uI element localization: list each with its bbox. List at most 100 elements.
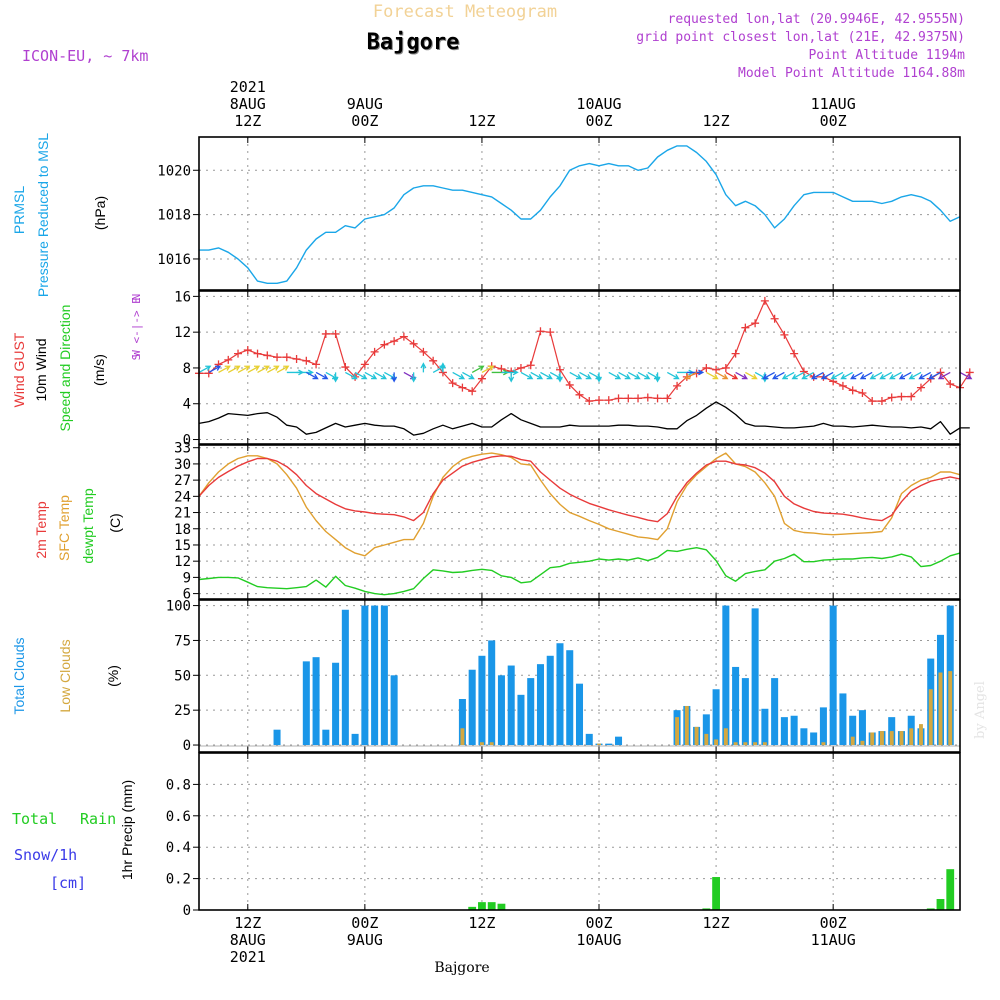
total-cloud-bar — [566, 650, 574, 746]
wind-direction-arrow — [771, 371, 785, 380]
gust-marker — [536, 327, 545, 336]
wind-direction-arrow — [276, 365, 290, 373]
total-cloud-bar — [849, 715, 857, 746]
sfc-temp-line — [198, 452, 961, 557]
total-cloud-bar — [810, 732, 818, 746]
prmsl-line — [199, 145, 961, 284]
temp-label-sfc: SFC Temp — [56, 495, 72, 561]
wind-direction-arrow — [627, 371, 641, 380]
gust-marker — [721, 363, 730, 372]
wind-label-gust: Wind GUST — [11, 332, 27, 407]
precip-label-snow: Snow/1h — [14, 846, 77, 864]
precip-ytick-label: 0.2 — [166, 872, 191, 888]
wind-direction-arrow — [811, 371, 824, 380]
wind-direction-arrow — [266, 365, 280, 373]
total-cloud-bar — [361, 605, 369, 746]
wind-direction-arrow — [850, 371, 863, 380]
gust-marker — [419, 347, 428, 356]
wind-direction-arrow — [237, 365, 251, 373]
temperature-ytick-label: 9 — [183, 570, 191, 586]
total-cloud-bar — [780, 717, 788, 746]
gust-marker — [497, 364, 506, 373]
precip-frame — [198, 752, 961, 911]
gust-marker — [546, 328, 555, 337]
wind-direction-arrow — [781, 371, 795, 380]
top_ticks-tick-label: 10AUG — [576, 95, 621, 113]
gust-marker — [790, 349, 799, 358]
low-cloud-bar — [597, 743, 601, 746]
wind-direction-arrow — [374, 371, 388, 380]
gust-marker — [916, 383, 925, 392]
wind-direction-arrow — [354, 371, 368, 380]
compass-s: S — [130, 354, 143, 361]
wind-direction-arrow — [608, 371, 622, 380]
bottom_ticks-tick-label: 8AUG — [230, 931, 266, 949]
wind-direction-arrow — [735, 371, 748, 380]
low-cloud-bar — [762, 742, 767, 746]
wind-direction-arrow — [332, 372, 339, 383]
wind-direction-arrow — [937, 371, 951, 380]
pressure-ytick-label: 1016 — [157, 252, 191, 268]
pressure-ytick-label: 1020 — [157, 163, 191, 179]
clouds-ytick-label: 100 — [166, 599, 191, 615]
wind-direction-arrow — [686, 369, 705, 376]
wind-direction-arrow — [198, 365, 212, 373]
rain-bar — [946, 869, 955, 910]
pressure-panel: 1016 1018 1020 — [157, 136, 961, 291]
model-name: ICON-EU, ~ 7km — [22, 47, 148, 65]
rain-bar — [712, 877, 720, 910]
bottom_ticks-tick-label: 12Z — [703, 914, 730, 932]
wind-label-10m: 10m Wind — [33, 338, 49, 401]
gust-marker — [341, 363, 350, 372]
wind-direction-arrow — [898, 371, 912, 380]
low-cloud-bar — [850, 736, 855, 746]
gust-marker — [243, 346, 252, 355]
wind-direction-arrow — [918, 371, 932, 380]
total-cloud-bar — [605, 743, 613, 746]
top_ticks-tick-label: 00Z — [585, 112, 612, 130]
wind-direction-arrow — [879, 371, 893, 380]
wind-direction-arrow — [557, 372, 563, 383]
clouds-unit: (%) — [105, 665, 121, 687]
total-cloud-bar — [488, 640, 496, 746]
wind-direction-arrow — [762, 371, 775, 380]
gust-marker — [643, 393, 652, 402]
total-cloud-bar — [839, 693, 847, 746]
top_ticks-tick-label: 00Z — [820, 112, 847, 130]
wind-direction-arrow — [801, 371, 814, 380]
pressure-ytick-label: 1018 — [157, 208, 191, 224]
gust-marker — [321, 329, 330, 338]
requested-coords: requested lon,lat (20.9946E, 42.9555N) — [668, 12, 965, 27]
top_ticks-tick-label: 12Z — [234, 112, 261, 130]
gust-marker — [751, 319, 760, 328]
low-cloud-bar — [694, 726, 699, 746]
total-cloud-bar — [390, 675, 398, 746]
wind-direction-arrow — [452, 371, 466, 380]
total-cloud-bar — [468, 669, 476, 746]
wind-direction-arrow — [579, 371, 592, 380]
wind-panel: 0 4 8 12 16 — [174, 289, 974, 449]
low-cloud-bar — [860, 740, 865, 746]
temp-unit: (C) — [107, 513, 123, 532]
precip-unit: 1hr Precip (mm) — [119, 780, 135, 880]
precip-ytick-label: 0.4 — [166, 840, 191, 856]
total-cloud-bar — [712, 689, 720, 746]
gust-marker — [302, 356, 311, 365]
total-cloud-bar — [790, 715, 798, 746]
gust-marker — [760, 296, 769, 305]
wind-ytick-label: 16 — [174, 289, 191, 305]
bottom_ticks-tick-label: 12Z — [468, 914, 495, 932]
total-cloud-bar — [517, 694, 525, 746]
gust-marker — [282, 353, 291, 362]
wind-direction-arrow — [791, 371, 805, 380]
precip-label-total: Total — [12, 810, 57, 828]
gust-marker — [907, 392, 916, 401]
wind-direction-arrow — [869, 371, 883, 380]
model-altitude: Model Point Altitude 1164.88m — [738, 66, 965, 81]
wind-ytick-label: 0 — [183, 433, 191, 449]
total-cloud-bar — [302, 661, 310, 746]
low-cloud-bar — [753, 742, 758, 746]
gust-marker — [897, 392, 906, 401]
